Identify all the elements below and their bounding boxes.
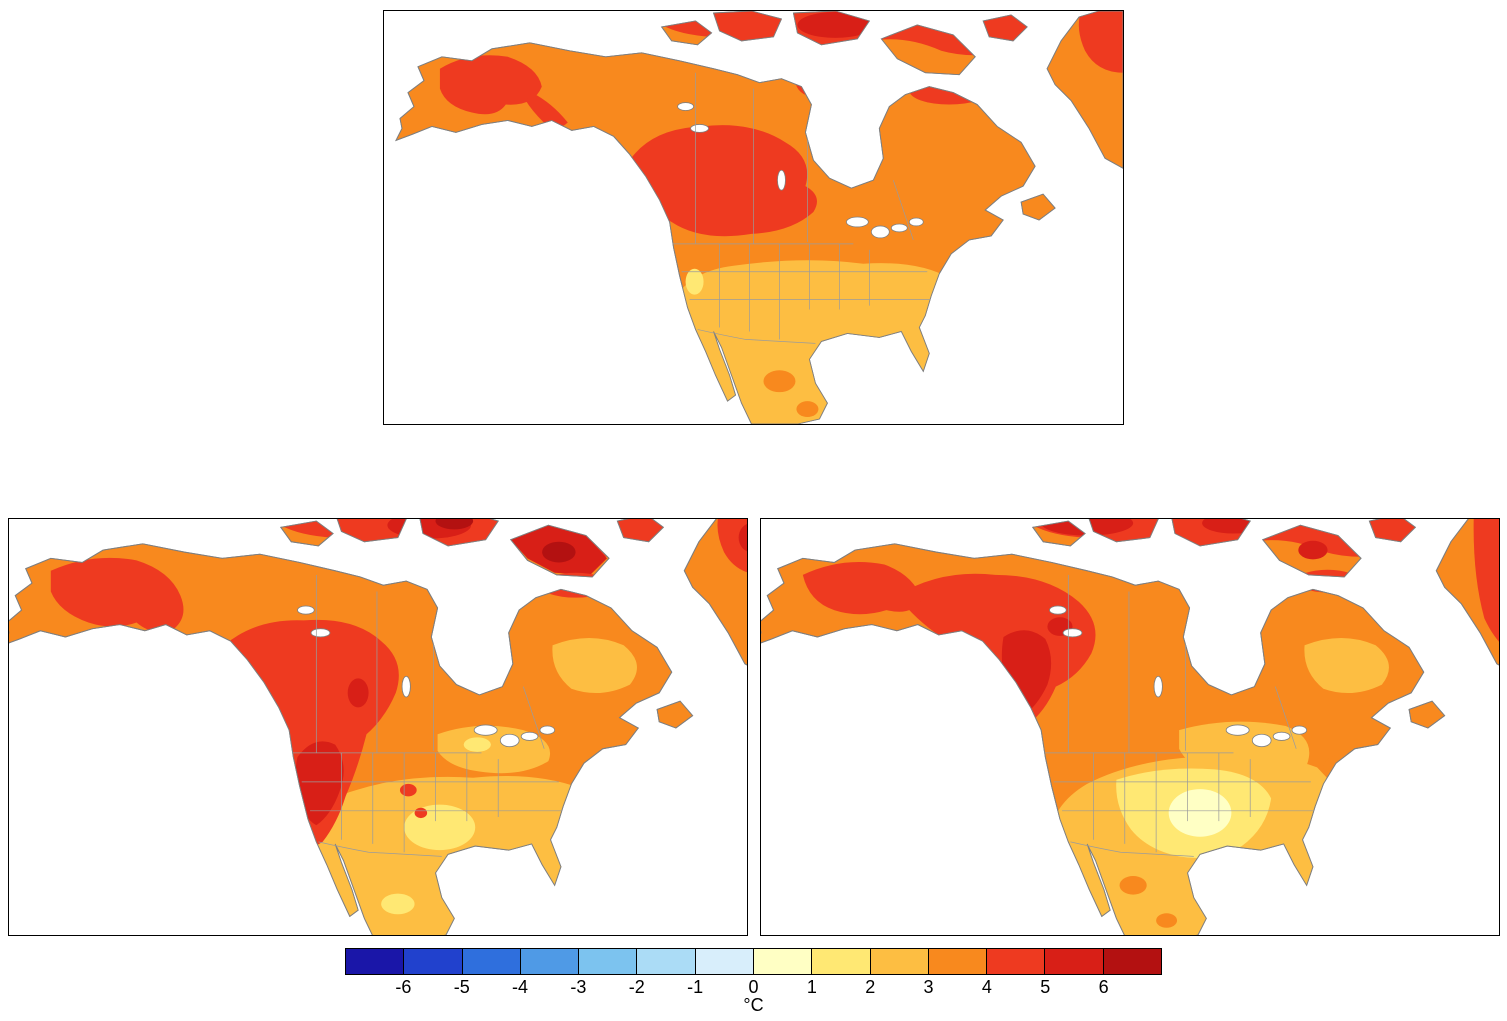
colorbar-segments bbox=[345, 948, 1162, 975]
map-bottom-right-svg bbox=[761, 519, 1499, 935]
colorbar-segment bbox=[520, 949, 580, 974]
map-panel-top bbox=[383, 10, 1124, 425]
colorbar-tick-label: 0 bbox=[748, 977, 759, 997]
map-bottom-left-svg bbox=[9, 519, 747, 935]
colorbar-segment bbox=[1045, 949, 1104, 974]
anomaly-overlays bbox=[50, 519, 747, 935]
colorbar-segment bbox=[579, 949, 638, 974]
colorbar: -6 -5 -4 -3 -2 -1 0 1 2 3 4 5 6 °C bbox=[345, 948, 1162, 1016]
map-top-svg bbox=[384, 11, 1123, 424]
colorbar-segment bbox=[1103, 949, 1161, 974]
map-panel-bottom-left bbox=[8, 518, 748, 936]
colorbar-segment bbox=[695, 949, 754, 974]
colorbar-segment bbox=[404, 949, 463, 974]
colorbar-segment bbox=[928, 949, 988, 974]
map-panel-bottom-right bbox=[760, 518, 1500, 936]
colorbar-tick-label: -6 bbox=[395, 977, 412, 997]
colorbar-tick-label: -5 bbox=[453, 977, 470, 997]
colorbar-segment bbox=[870, 949, 929, 974]
colorbar-tick-label: 3 bbox=[923, 977, 934, 997]
colorbar-segment bbox=[346, 949, 405, 974]
colorbar-tick-label: -4 bbox=[512, 977, 529, 997]
colorbar-tick-label: -2 bbox=[628, 977, 645, 997]
colorbar-segment bbox=[637, 949, 696, 974]
colorbar-tick-label: 2 bbox=[865, 977, 876, 997]
colorbar-tick-label: -3 bbox=[570, 977, 587, 997]
colorbar-tick-label: 6 bbox=[1098, 977, 1109, 997]
colorbar-tick-label: 5 bbox=[1040, 977, 1051, 997]
colorbar-tick-label: 4 bbox=[981, 977, 992, 997]
colorbar-segment bbox=[812, 949, 871, 974]
colorbar-unit-label: °C bbox=[743, 995, 764, 1015]
colorbar-segment bbox=[987, 949, 1046, 974]
colorbar-tick-label: 1 bbox=[806, 977, 817, 997]
colorbar-tick-label: -1 bbox=[687, 977, 704, 997]
colorbar-segment bbox=[753, 949, 813, 974]
colorbar-segment bbox=[462, 949, 521, 974]
colorbar-ticks: -6 -5 -4 -3 -2 -1 0 1 2 3 4 5 6 bbox=[345, 975, 1162, 997]
